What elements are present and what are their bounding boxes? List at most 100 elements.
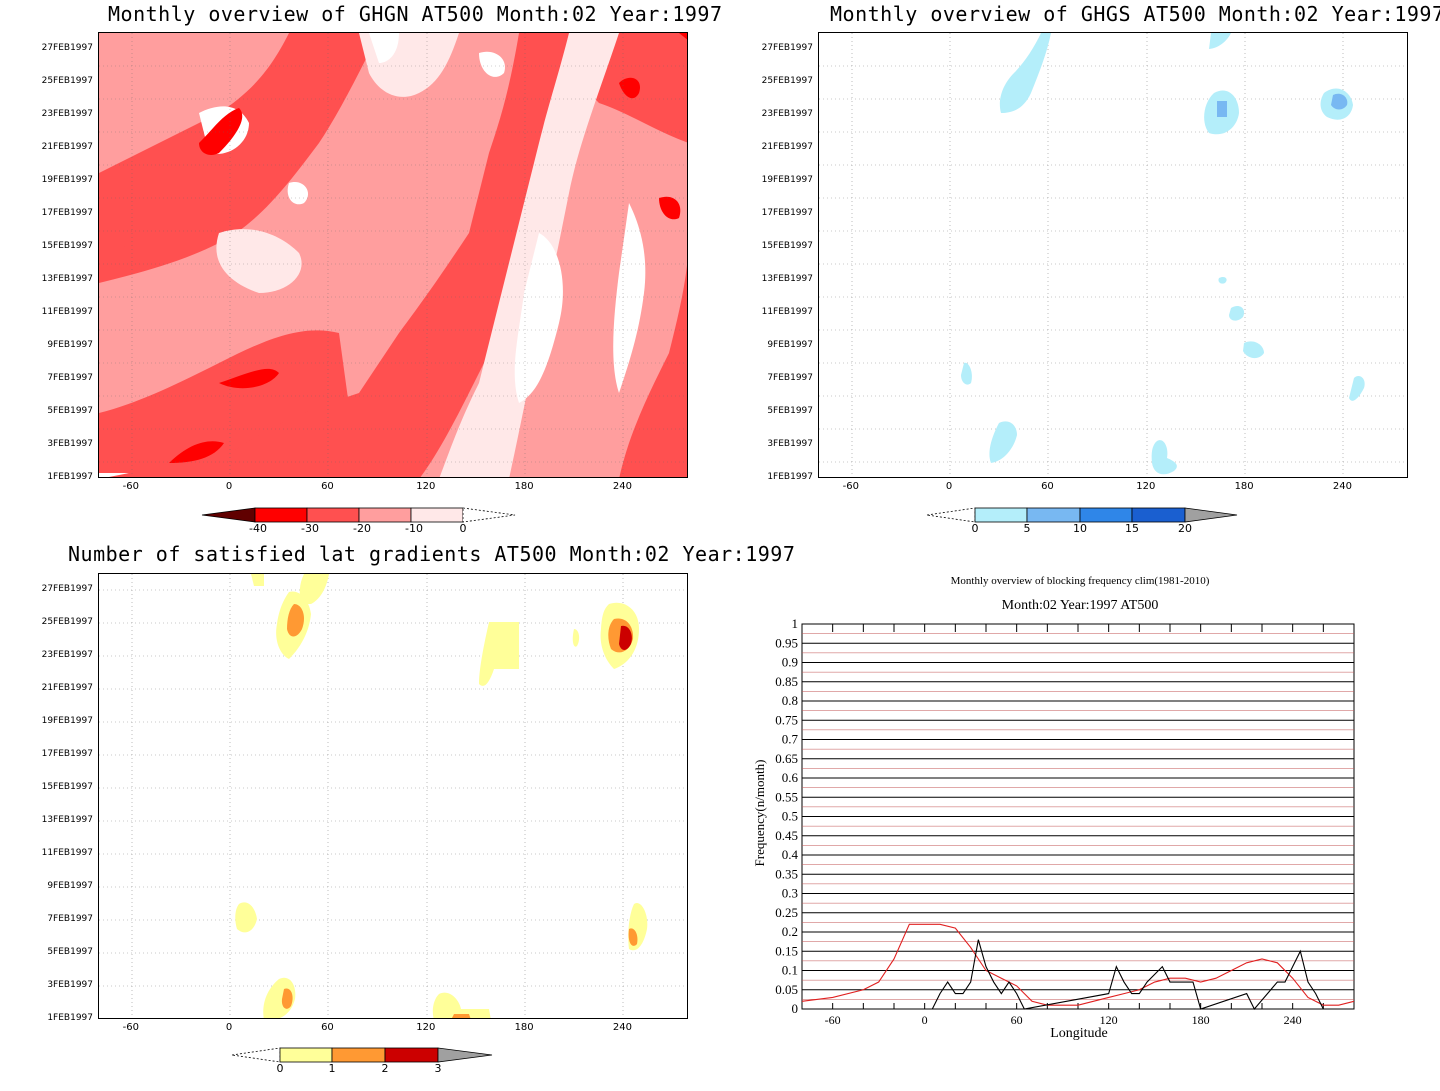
line-series-1 (931, 939, 1324, 1010)
ghgn-y-tick: 15FEB1997 (41, 241, 93, 251)
ghgn-y-tick: 21FEB1997 (41, 142, 93, 152)
line-y-tick: 0.9 (782, 655, 798, 670)
latgrad-y-tick: 13FEB1997 (41, 815, 93, 825)
blocking-ylabel: Frequency(n/month) (752, 759, 767, 867)
ghgn-cb-tick: -10 (405, 522, 423, 535)
line-y-tick: 0.15 (775, 943, 798, 958)
blocking-subtitle: Month:02 Year:1997 AT500 (1001, 598, 1159, 613)
ghgs-x-tick: 180 (1234, 481, 1254, 492)
ghgs-y-tick: 15FEB1997 (761, 241, 813, 251)
ghgs-y-tick: 23FEB1997 (761, 109, 813, 119)
latgrad-cb-tick: 0 (276, 1062, 284, 1075)
line-y-tick: 0.25 (775, 905, 798, 920)
panel-ghgn: Monthly overview of GHGN AT500 Month:02 … (0, 0, 723, 545)
ghgs-heatmap (819, 33, 1407, 477)
line-x-tick: 240 (1284, 1013, 1302, 1027)
latgrad-x-tick: 240 (612, 1022, 632, 1033)
blocking-xlabel: Longitude (1050, 1026, 1108, 1041)
ghgn-y-tick: 5FEB1997 (47, 406, 93, 416)
ghgs-colorbar (926, 507, 1238, 523)
line-y-tick: 0 (792, 1001, 799, 1016)
ghgs-y-tick: 27FEB1997 (761, 43, 813, 53)
ghgn-x-tick: -60 (122, 481, 139, 492)
ghgs-x-tick: 120 (1136, 481, 1156, 492)
ghgn-x-tick: 240 (612, 481, 632, 492)
ghgn-x-tick: 0 (225, 481, 233, 492)
ghgn-y-tick: 3FEB1997 (47, 439, 93, 449)
latgrad-y-tick: 9FEB1997 (47, 881, 93, 891)
latgrad-x-tick: 60 (321, 1022, 334, 1033)
ghgn-x-tick: 180 (514, 481, 534, 492)
line-y-tick: 0.05 (775, 982, 798, 997)
latgrad-y-tick: 17FEB1997 (41, 749, 93, 759)
ghgs-y-tick: 1FEB1997 (767, 472, 813, 482)
ghgn-y-tick: 13FEB1997 (41, 274, 93, 284)
line-y-tick: 0.85 (775, 674, 798, 689)
ghgs-x-tick: 240 (1332, 481, 1352, 492)
ghgs-plot (818, 32, 1408, 478)
ghgs-y-tick: 5FEB1997 (767, 406, 813, 416)
ghgn-plot (98, 32, 688, 478)
line-y-tick: 0.75 (775, 712, 798, 727)
line-x-tick: -60 (825, 1013, 841, 1027)
line-x-tick: 60 (1011, 1013, 1023, 1027)
line-x-tick: 0 (922, 1013, 928, 1027)
line-y-tick: 0.8 (782, 693, 798, 708)
latgrad-x-tick: 180 (514, 1022, 534, 1033)
ghgs-y-tick: 13FEB1997 (761, 274, 813, 284)
line-y-tick: 0.2 (782, 924, 798, 939)
line-series-0 (801, 923, 1355, 1006)
latgrad-y-tick: 27FEB1997 (41, 584, 93, 594)
latgrad-cb-tick: 2 (381, 1062, 389, 1075)
line-y-tick: 0.45 (775, 828, 798, 843)
ghgs-y-tick: 17FEB1997 (761, 208, 813, 218)
line-x-tick: 120 (1100, 1013, 1118, 1027)
ghgn-cb-tick: -20 (353, 522, 371, 535)
line-y-tick: 0.55 (775, 789, 798, 804)
line-y-tick: 0.5 (782, 809, 798, 824)
panel-blocking-frequency: Monthly overview of blocking frequency c… (720, 545, 1440, 1091)
ghgs-cb-tick: 5 (1023, 522, 1031, 535)
line-y-tick: 0.6 (782, 770, 799, 785)
ghgs-cb-tick: 15 (1125, 522, 1139, 535)
latgrad-colorbar (231, 1047, 493, 1063)
ghgs-y-tick: 9FEB1997 (767, 340, 813, 350)
ghgs-y-tick: 21FEB1997 (761, 142, 813, 152)
latgrad-x-tick: 120 (416, 1022, 436, 1033)
ghgn-y-tick: 23FEB1997 (41, 109, 93, 119)
panel-lat-gradients: Number of satisfied lat gradients AT500 … (0, 542, 795, 1091)
latgrad-y-tick: 25FEB1997 (41, 617, 93, 627)
panel-ghgs: Monthly overview of GHGS AT500 Month:02 … (720, 0, 1440, 545)
latgrad-plot (98, 573, 688, 1019)
blocking-title: Monthly overview of blocking frequency c… (950, 575, 1210, 587)
ghgs-x-tick: 60 (1041, 481, 1054, 492)
line-y-tick: 0.4 (782, 847, 799, 862)
ghgn-y-tick: 11FEB1997 (41, 307, 93, 317)
ghgn-cb-tick: -30 (301, 522, 319, 535)
ghgs-cb-tick: 0 (971, 522, 979, 535)
latgrad-y-tick: 21FEB1997 (41, 683, 93, 693)
ghgn-cb-tick: -40 (249, 522, 267, 535)
line-y-tick: 0.3 (782, 886, 798, 901)
latgrad-cb-tick: 3 (434, 1062, 442, 1075)
ghgn-colorbar (201, 507, 516, 523)
ghgn-title: Monthly overview of GHGN AT500 Month:02 … (108, 2, 723, 26)
latgrad-x-tick: 0 (225, 1022, 233, 1033)
line-y-tick: 0.35 (775, 866, 798, 881)
ghgn-y-tick: 17FEB1997 (41, 208, 93, 218)
latgrad-y-tick: 1FEB1997 (47, 1013, 93, 1023)
ghgs-y-tick: 3FEB1997 (767, 439, 813, 449)
ghgs-title: Monthly overview of GHGS AT500 Month:02 … (830, 2, 1440, 26)
ghgn-x-tick: 120 (416, 481, 436, 492)
line-y-tick: 0.65 (775, 751, 798, 766)
latgrad-y-tick: 15FEB1997 (41, 782, 93, 792)
ghgs-cb-tick: 10 (1073, 522, 1087, 535)
ghgn-y-tick: 1FEB1997 (47, 472, 93, 482)
line-y-tick: 0.95 (775, 635, 798, 650)
latgrad-heatmap (99, 574, 687, 1018)
ghgs-y-tick: 25FEB1997 (761, 76, 813, 86)
ghgn-x-tick: 60 (321, 481, 334, 492)
ghgs-x-tick: -60 (842, 481, 859, 492)
line-y-tick: 0.7 (782, 732, 799, 747)
ghgs-y-tick: 19FEB1997 (761, 175, 813, 185)
